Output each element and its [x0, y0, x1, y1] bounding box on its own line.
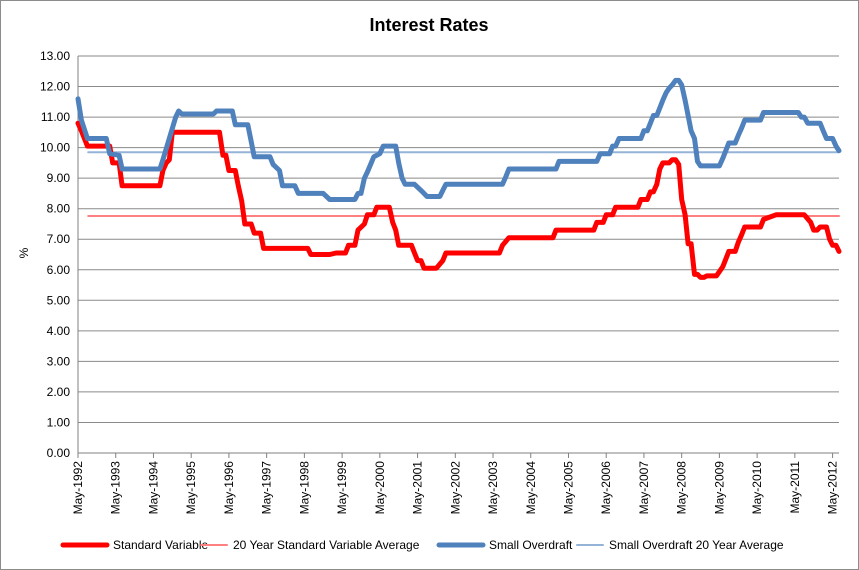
y-tick-label: 12.00 [40, 80, 70, 94]
y-tick-label: 7.00 [47, 232, 71, 246]
y-tick-label: 13.00 [40, 49, 70, 63]
x-tick-label: May-1993 [109, 461, 123, 515]
y-tick-label: 8.00 [47, 202, 71, 216]
y-tick-label: 5.00 [47, 293, 71, 307]
y-tick-label: 3.00 [47, 354, 71, 368]
x-tick-label: May-1996 [222, 461, 236, 515]
x-tick-label: May-2012 [826, 461, 840, 515]
y-tick-label: 1.00 [47, 415, 71, 429]
legend: Standard Variable 20 Year Standard Variab… [60, 538, 784, 552]
series-line-small-overdraft [75, 77, 842, 202]
x-tick-label: May-2011 [788, 461, 802, 514]
x-tick-label: May-2002 [448, 461, 462, 515]
chart-title: Interest Rates [369, 15, 488, 35]
y-tick-label: 2.00 [47, 385, 71, 399]
x-tick-label: May-2006 [599, 461, 613, 515]
legend-label: 20 Year Standard Variable Average [233, 538, 420, 552]
series-lines [75, 77, 842, 280]
x-tick-label: May-2003 [486, 461, 500, 515]
gridlines [78, 55, 839, 423]
x-tick-label: May-2001 [411, 461, 425, 515]
legend-label: Standard Variable [113, 538, 209, 552]
x-tick-label: May-2005 [561, 461, 575, 515]
x-tick-label: May-2010 [750, 461, 764, 515]
x-tick-label: May-2004 [524, 461, 538, 515]
y-tick-label: 10.00 [40, 141, 70, 155]
x-tick-label: May-2009 [712, 461, 726, 515]
x-tick-label: May-2008 [675, 461, 689, 515]
series-line-standard-variable [75, 120, 842, 280]
x-tick-label: May-1997 [260, 461, 274, 515]
y-tick-label: 0.00 [47, 446, 71, 460]
legend-label: Small Overdraft [489, 538, 573, 552]
y-axis-label: % [17, 247, 31, 258]
x-tick-label: May-1994 [146, 461, 160, 515]
y-tick-label: 6.00 [47, 263, 71, 277]
x-tick-label: May-2007 [637, 461, 651, 515]
y-tick-label: 4.00 [47, 324, 71, 338]
x-tick-label: May-1995 [184, 461, 198, 515]
y-tick-label: 11.00 [41, 110, 70, 124]
legend-label: Small Overdraft 20 Year Average [609, 538, 784, 552]
x-tick-label: May-1992 [71, 461, 85, 515]
y-tick-label: 9.00 [47, 171, 71, 185]
x-tick-label: May-1998 [297, 461, 311, 515]
x-tick-label: May-2000 [373, 461, 387, 515]
axes: 0.00 1.00 2.00 3.00 4.00 5.00 6.00 7.00 8.00 9.00… [40, 49, 840, 514]
x-tick-label: May-1999 [335, 461, 349, 515]
